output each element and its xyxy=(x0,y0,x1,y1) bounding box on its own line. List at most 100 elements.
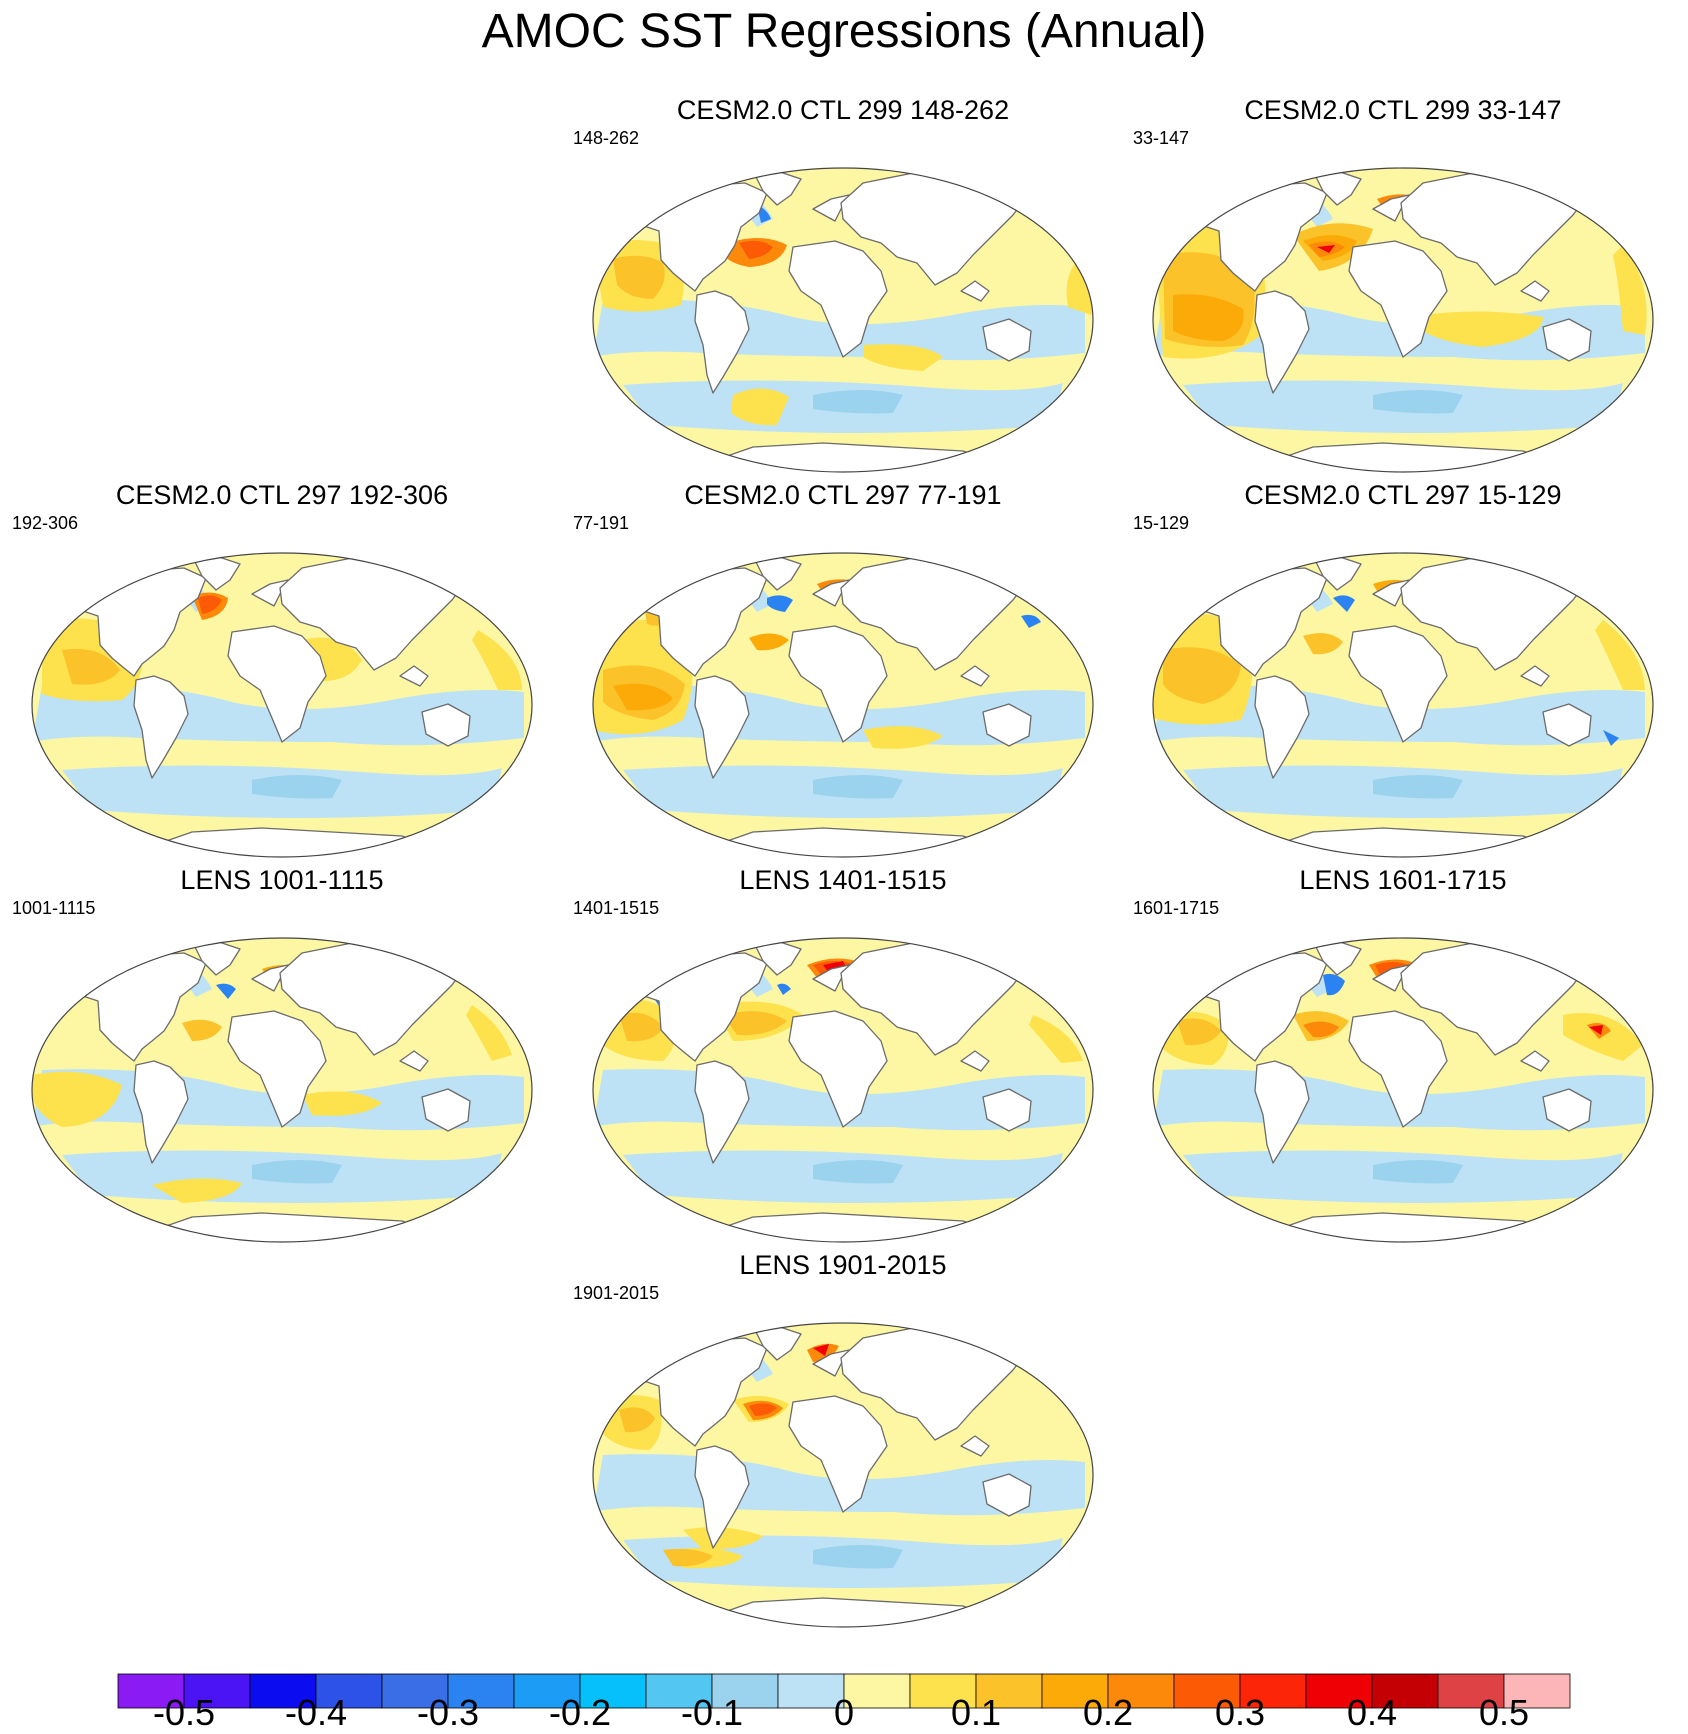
sst-positive-region xyxy=(863,344,943,371)
sst-positive-region xyxy=(731,388,789,426)
sst-negative-region xyxy=(813,390,903,414)
sst-positive-region xyxy=(1303,1021,1339,1038)
sst-field xyxy=(1153,553,1653,857)
sst-negative-region xyxy=(252,775,342,799)
sst-positive-region xyxy=(619,1012,663,1042)
panel-title: LENS 1001-1115 xyxy=(180,865,384,895)
sst-positive-region xyxy=(613,683,673,711)
colorbar-swatch xyxy=(711,1673,779,1709)
world-map xyxy=(592,552,1094,858)
colorbar-swatch xyxy=(513,1673,581,1709)
land-mass xyxy=(1254,675,1310,779)
land-mass xyxy=(1542,318,1592,362)
colorbar-swatch xyxy=(843,1673,911,1709)
world-map xyxy=(592,937,1094,1243)
colorbar-swatch xyxy=(1305,1673,1373,1709)
colorbar-swatch xyxy=(315,1673,383,1709)
sst-positive-region xyxy=(749,633,789,651)
panel-title: LENS 1901-2015 xyxy=(739,1250,947,1280)
world-map xyxy=(1152,167,1654,473)
sst-positive-region xyxy=(619,1407,655,1433)
map-panel-8: LENS 1601-1715 1601-1715 xyxy=(1123,865,1683,1250)
colorbar-swatch xyxy=(1107,1673,1175,1709)
sst-positive-region xyxy=(613,255,665,299)
world-map xyxy=(31,937,533,1243)
land-mass xyxy=(982,703,1032,747)
sst-positive-region xyxy=(1563,1013,1643,1061)
world-map xyxy=(592,167,1094,473)
map-border xyxy=(1152,552,1654,858)
sst-positive-region xyxy=(32,1071,122,1127)
land-mass xyxy=(960,1050,990,1072)
sst-positive-region xyxy=(683,1527,763,1550)
sst-negative-core xyxy=(216,983,236,999)
sst-negative-core xyxy=(1333,595,1355,612)
sst-positive-region xyxy=(182,1019,222,1041)
colorbar-swatch xyxy=(249,1673,317,1709)
panel-subtitle: 1601-1715 xyxy=(1133,898,1220,918)
map-border xyxy=(1152,937,1654,1243)
sst-field xyxy=(593,553,1093,857)
sst-positive-region xyxy=(466,1005,512,1061)
land-mass xyxy=(1542,703,1592,747)
land-mass xyxy=(982,1088,1032,1132)
sst-negative-core xyxy=(1323,973,1345,996)
panel-subtitle: 33-147 xyxy=(1133,128,1190,148)
sst-positive-region xyxy=(813,1344,829,1356)
sst-positive-region xyxy=(663,1548,713,1567)
land-mass xyxy=(1348,240,1448,358)
map-border xyxy=(31,937,533,1243)
sst-positive-region xyxy=(472,630,522,690)
sst-positive-region xyxy=(1173,294,1244,341)
map-panel-9: LENS 1901-2015 1901-2015 xyxy=(563,1250,1123,1635)
land-mass xyxy=(788,240,888,358)
land-mass xyxy=(960,280,990,302)
land-mass xyxy=(1520,665,1550,687)
land-mass xyxy=(1542,1088,1592,1132)
panel-subtitle: 1001-1115 xyxy=(12,898,96,918)
sst-positive-region xyxy=(1423,311,1543,347)
sst-field xyxy=(1153,168,1653,472)
map-panel-3: CESM2.0 CTL 297 192-306 192-306 xyxy=(2,480,562,865)
land-mass xyxy=(694,290,750,394)
panel-subtitle: 192-306 xyxy=(12,513,79,533)
colorbar-tick-label: 0.4 xyxy=(1346,1692,1398,1733)
sst-positive-region xyxy=(62,648,120,685)
colorbar-tick-label: 0.1 xyxy=(950,1692,1002,1733)
panel-title: CESM2.0 CTL 299 33-147 xyxy=(1244,95,1562,125)
sst-positive-region xyxy=(1589,1025,1603,1035)
figure-title: AMOC SST Regressions (Annual) xyxy=(481,5,1207,58)
land-mass xyxy=(788,1010,888,1128)
sst-field xyxy=(1153,938,1653,1242)
sst-positive-region xyxy=(1163,647,1241,704)
map-panel-5: CESM2.0 CTL 297 15-129 15-129 xyxy=(1123,480,1683,865)
land-mass xyxy=(960,1435,990,1457)
land-mass xyxy=(1520,1050,1550,1072)
sst-positive-region xyxy=(1613,245,1647,335)
colorbar-swatch xyxy=(645,1673,713,1709)
sst-negative-region xyxy=(252,1160,342,1184)
land-mass xyxy=(227,1010,327,1128)
land-mass xyxy=(1254,290,1310,394)
map-border xyxy=(592,1322,1094,1628)
land-mass xyxy=(694,1060,750,1164)
sst-positive-region xyxy=(198,595,222,614)
world-map xyxy=(1152,552,1654,858)
panel-subtitle: 1401-1515 xyxy=(573,898,660,918)
panel-title: CESM2.0 CTL 297 192-306 xyxy=(115,480,449,510)
colorbar-tick-label: 0.2 xyxy=(1082,1692,1134,1733)
land-mass xyxy=(694,675,750,779)
land-mass xyxy=(399,1050,429,1072)
sst-negative-core xyxy=(1021,614,1041,628)
colorbar-tick-label: 0.3 xyxy=(1214,1692,1266,1733)
colorbar-swatch xyxy=(975,1673,1043,1709)
colorbar-swatch xyxy=(909,1673,977,1709)
land-mass xyxy=(133,1060,189,1164)
sst-negative-region xyxy=(813,1545,903,1569)
land-mass xyxy=(227,625,327,743)
land-mass xyxy=(133,675,189,779)
map-panel-2: CESM2.0 CTL 299 33-147 33-147 xyxy=(1123,95,1683,480)
colorbar-tick-label: 0.5 xyxy=(1478,1692,1530,1733)
land-mass xyxy=(982,318,1032,362)
colorbar-swatch xyxy=(447,1673,515,1709)
